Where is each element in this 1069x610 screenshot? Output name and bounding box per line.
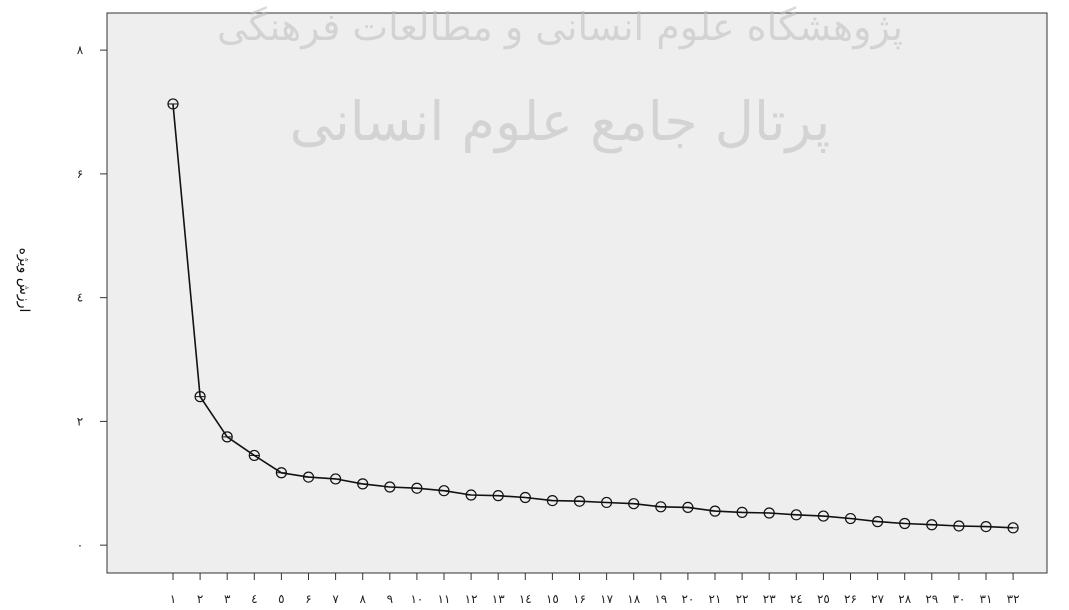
y-tick-label: ۶ (77, 167, 83, 181)
x-tick-label: ١٧ (600, 592, 613, 606)
x-tick-label: ١٠ (410, 592, 423, 606)
x-tick-label: ١٤ (519, 592, 532, 606)
x-tick-label: ٥ (278, 592, 284, 606)
x-tick-label: ٢۶ (844, 592, 857, 606)
x-tick-label: ٢٨ (898, 592, 911, 606)
y-axis: ٠ ٢ ٤ ۶ ٨ (77, 43, 107, 552)
x-tick-label: ١٥ (546, 592, 559, 606)
x-tick-label: ١٢ (465, 592, 478, 606)
y-tick-label: ٤ (77, 291, 83, 305)
x-tick-label: ٣٢ (1007, 592, 1020, 606)
series-eigenvalues (167, 98, 1019, 534)
x-tick-label: ٢٠ (681, 592, 694, 606)
x-tick-label: ٢٥ (817, 592, 830, 606)
x-tick-label: ٢ (197, 592, 203, 606)
y-tick-label: ٠ (77, 538, 83, 552)
y-axis-label: ارزش ویژه (16, 248, 32, 313)
x-tick-label: ٩ (387, 592, 393, 606)
x-axis: ١ ٢ ٣ ٤ ٥ ۶ ٧ ٨ ٩ ١٠ ١١ ١٢ ١٣ ١٤ ١٥ ١۶ ١٧ ١٨ ١٩ ٢٠ ٢١ ٢٢ ٢٣ ٢٤ ٢… (170, 573, 1020, 606)
x-tick-label: ۶ (305, 592, 311, 606)
x-tick-label: ١١ (438, 592, 451, 606)
watermark: پژوهشگاه علوم انسانی و مطالعات فرهنگی پر… (217, 5, 903, 154)
y-tick-label: ٨ (77, 43, 84, 57)
x-tick-label: ٧ (332, 592, 339, 606)
x-tick-label: ٢٤ (790, 592, 803, 606)
watermark-line-2: پرتال جامع علوم انسانی (290, 90, 831, 154)
x-tick-label: ٢٩ (925, 592, 938, 606)
x-tick-label: ٨ (359, 592, 366, 606)
watermark-line-1: پژوهشگاه علوم انسانی و مطالعات فرهنگی (217, 5, 903, 50)
x-tick-label: ١٨ (627, 592, 640, 606)
x-tick-label: ٢٢ (736, 592, 749, 606)
x-tick-label: ١ (170, 592, 176, 606)
x-tick-label: ١۶ (573, 592, 586, 606)
x-tick-label: ٣٠ (952, 592, 965, 606)
x-tick-label: ١٩ (654, 592, 667, 606)
x-tick-label: ١٣ (492, 592, 505, 606)
x-tick-label: ٢١ (709, 592, 722, 606)
x-tick-label: ٢٧ (871, 592, 884, 606)
x-tick-label: ٤ (251, 592, 257, 606)
plot-area (106, 12, 1048, 574)
y-tick-label: ٢ (77, 414, 83, 428)
x-tick-label: ٢٣ (763, 592, 776, 606)
x-tick-label: ٣ (224, 592, 231, 606)
x-tick-label: ٣١ (980, 592, 993, 606)
